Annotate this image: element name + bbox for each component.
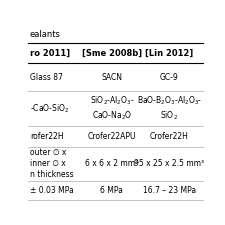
Text: Crofer22H: Crofer22H (150, 132, 189, 141)
Text: 6 MPa: 6 MPa (100, 186, 123, 195)
Text: rofer22H: rofer22H (30, 132, 63, 141)
Text: SiO$_2$-Al$_2$O$_3$-
CaO-Na$_2$O: SiO$_2$-Al$_2$O$_3$- CaO-Na$_2$O (90, 94, 134, 122)
Text: [Sme 2008b]: [Sme 2008b] (82, 48, 142, 57)
Text: outer ∅ x
inner ∅ x
n thickness: outer ∅ x inner ∅ x n thickness (30, 148, 74, 180)
Text: 95 x 25 x 2.5 mm³: 95 x 25 x 2.5 mm³ (134, 159, 205, 168)
Text: ro 2011]: ro 2011] (30, 48, 70, 57)
Text: ealants: ealants (30, 30, 61, 39)
Text: 6 x 6 x 2 mm³: 6 x 6 x 2 mm³ (85, 159, 138, 168)
Text: BaO-B$_2$O$_3$-Al$_2$O$_3$-
SiO$_2$: BaO-B$_2$O$_3$-Al$_2$O$_3$- SiO$_2$ (137, 94, 202, 122)
Text: [Lin 2012]: [Lin 2012] (145, 48, 194, 57)
Text: -CaO-SiO$_2$: -CaO-SiO$_2$ (30, 102, 69, 115)
Text: 16.7 – 23 MPa: 16.7 – 23 MPa (143, 186, 196, 195)
Text: SACN: SACN (101, 73, 122, 82)
Text: Glass 87: Glass 87 (30, 73, 63, 82)
Text: Crofer22APU: Crofer22APU (88, 132, 136, 141)
Text: ± 0.03 MPa: ± 0.03 MPa (30, 186, 74, 195)
Text: GC-9: GC-9 (160, 73, 179, 82)
